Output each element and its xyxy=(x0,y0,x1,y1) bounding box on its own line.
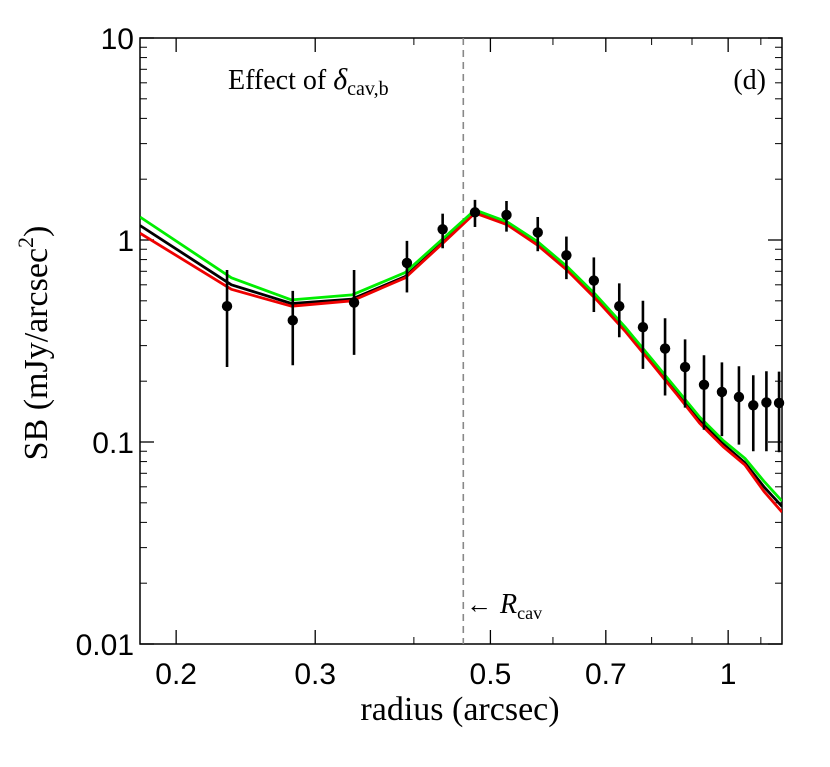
plot-frame xyxy=(139,37,783,645)
plot-border xyxy=(139,37,783,645)
x-tick-label: 0.7 xyxy=(585,658,627,691)
y-tick-label: 10 xyxy=(101,23,134,56)
panel-label: (d) xyxy=(733,65,766,96)
data-point xyxy=(532,227,543,238)
data-point xyxy=(469,207,481,218)
data-points-group xyxy=(221,199,785,453)
text-group: Effect of δcav,b (d) ← Rcav radius (arcse… xyxy=(13,63,766,728)
y-tick-label: 0.1 xyxy=(92,427,134,460)
data-point xyxy=(401,257,413,269)
data-point xyxy=(437,224,448,235)
x-tick-label: 0.2 xyxy=(155,658,197,691)
data-point xyxy=(637,322,649,333)
data-point xyxy=(773,397,785,409)
x-tick-label: 0.3 xyxy=(294,658,336,691)
data-point xyxy=(501,209,512,221)
data-point xyxy=(761,397,772,408)
reference-line-label: ← Rcav xyxy=(466,589,542,623)
y-axis-label: SB (mJy/arcsec2) xyxy=(13,226,55,461)
data-point xyxy=(679,361,691,373)
data-point xyxy=(748,400,759,411)
x-tick-label: 0.5 xyxy=(470,658,512,691)
data-point xyxy=(221,301,233,312)
data-point xyxy=(659,343,671,354)
data-point xyxy=(698,379,710,390)
y-tick-label: 1 xyxy=(117,225,134,258)
data-point xyxy=(287,315,298,326)
data-point xyxy=(348,297,360,308)
axis-ticks: 0.01 0.1 1 10 0.2 0.3 0.5 0.7 1 xyxy=(76,23,782,691)
x-axis-label: radius (arcsec) xyxy=(360,691,559,728)
data-point xyxy=(614,301,625,312)
x-tick-label: 1 xyxy=(720,658,737,691)
y-tick-label: 0.01 xyxy=(76,629,134,662)
data-point xyxy=(588,275,600,286)
data-point xyxy=(716,386,728,398)
data-point xyxy=(733,391,745,403)
data-point xyxy=(561,250,572,261)
annotation-text: Effect of δcav,b xyxy=(228,63,389,100)
